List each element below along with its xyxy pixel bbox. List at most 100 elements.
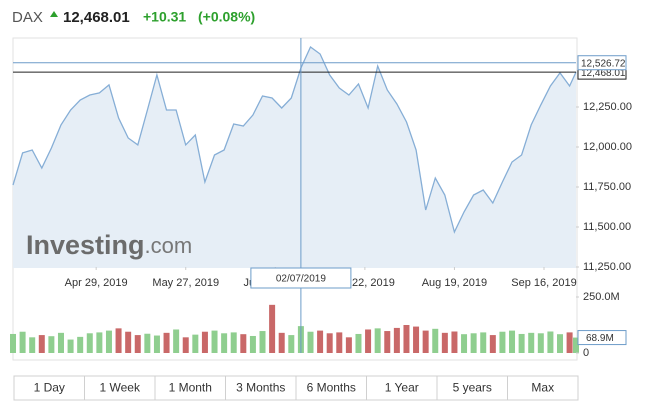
volume-bar bbox=[10, 333, 16, 353]
volume-bar bbox=[557, 334, 564, 353]
volume-bar bbox=[163, 332, 170, 353]
volume-bar bbox=[547, 331, 554, 353]
volume-bar bbox=[134, 335, 141, 353]
x-tick-label: Aug 19, 2019 bbox=[422, 277, 487, 289]
volume-bar bbox=[57, 332, 64, 353]
volume-bar bbox=[48, 336, 55, 353]
volume-bar bbox=[480, 332, 487, 353]
volume-bar bbox=[67, 339, 74, 353]
volume-bar bbox=[317, 330, 324, 353]
volume-bar bbox=[201, 331, 208, 353]
y-tick-label: 11,250.00 bbox=[583, 261, 631, 273]
volume-bar bbox=[192, 334, 199, 353]
y-tick-label: 12,000.00 bbox=[583, 141, 632, 153]
volume-bar bbox=[336, 332, 343, 353]
volume-bar bbox=[288, 335, 295, 353]
volume-bar bbox=[96, 332, 103, 353]
volume-bar bbox=[393, 327, 400, 353]
volume-bar bbox=[86, 333, 93, 353]
area-fill bbox=[13, 47, 576, 268]
y-tick-label: 0 bbox=[583, 347, 589, 359]
range-button[interactable] bbox=[154, 375, 226, 401]
volume-bar bbox=[470, 333, 477, 353]
volume-bar bbox=[461, 334, 468, 353]
volume-bar bbox=[566, 332, 573, 353]
range-button-label[interactable]: 6 Months bbox=[307, 381, 356, 395]
volume-bar bbox=[173, 329, 180, 353]
volume-bar bbox=[307, 331, 314, 353]
range-button-label[interactable]: 3 Months bbox=[236, 381, 285, 395]
x-tick-label: May 27, 2019 bbox=[152, 277, 219, 289]
watermark-bold: Investing bbox=[26, 230, 145, 260]
volume-bar bbox=[528, 332, 535, 353]
range-button-label[interactable]: 1 Day bbox=[34, 381, 65, 395]
range-button-label[interactable]: 1 Year bbox=[385, 381, 419, 395]
watermark-rest: .com bbox=[145, 233, 193, 258]
volume-bar bbox=[278, 332, 285, 353]
range-button[interactable] bbox=[507, 375, 579, 401]
change: +10.31 bbox=[143, 9, 186, 25]
volume-bar bbox=[413, 326, 420, 353]
range-button[interactable] bbox=[436, 375, 508, 401]
volume-bar bbox=[441, 332, 448, 353]
volume-bar bbox=[451, 331, 458, 353]
up-arrow bbox=[50, 11, 58, 17]
x-tick-label: Apr 29, 2019 bbox=[65, 277, 128, 289]
volume-bar bbox=[125, 331, 132, 353]
watermark: Investing.com bbox=[26, 230, 192, 260]
volume-bar bbox=[182, 337, 189, 353]
volume-bar bbox=[518, 333, 525, 353]
volume-bar bbox=[499, 331, 506, 353]
range-button-label[interactable]: 1 Week bbox=[100, 381, 141, 395]
volume-bar bbox=[19, 331, 26, 353]
volume-bar bbox=[365, 329, 372, 353]
symbol: DAX bbox=[12, 9, 43, 26]
range-button-label[interactable]: Max bbox=[531, 381, 554, 395]
volume-bar bbox=[355, 333, 362, 353]
volume-bar bbox=[144, 333, 151, 353]
volume-bar bbox=[422, 330, 429, 353]
range-button[interactable] bbox=[295, 375, 367, 401]
volume-bar bbox=[374, 328, 381, 353]
volume-bar bbox=[153, 335, 160, 353]
range-button-label[interactable]: 1 Month bbox=[169, 381, 212, 395]
volume-bar bbox=[384, 331, 391, 353]
range-button[interactable] bbox=[13, 375, 85, 401]
volume-bar bbox=[105, 330, 112, 353]
range-button-label[interactable]: 5 years bbox=[453, 381, 492, 395]
y-tick-label: 11,500.00 bbox=[583, 221, 631, 233]
volume-bar bbox=[573, 337, 579, 353]
volume-bar bbox=[115, 328, 122, 353]
y-tick-label: 250.0M bbox=[583, 291, 620, 303]
volume-bar bbox=[29, 337, 36, 353]
last-price: 12,468.01 bbox=[63, 9, 130, 26]
change-pct: (+0.08%) bbox=[198, 9, 255, 25]
volume-bar bbox=[77, 336, 84, 353]
y-tick-label: 11,750.00 bbox=[583, 181, 631, 193]
range-button[interactable] bbox=[84, 375, 156, 401]
last-volume-box bbox=[577, 330, 627, 346]
volume-bar bbox=[240, 334, 247, 353]
crosshair-date-box bbox=[250, 267, 352, 289]
volume-bar bbox=[326, 333, 333, 353]
volume-bar bbox=[269, 304, 276, 353]
x-tick-label: Sep 16, 2019 bbox=[511, 277, 576, 289]
crosshair-date-label: 02/07/2019 bbox=[276, 274, 326, 285]
volume-bar bbox=[432, 328, 439, 353]
volume-bar bbox=[345, 337, 352, 353]
volume-bar bbox=[221, 333, 228, 353]
crosshair-price-box bbox=[577, 55, 627, 71]
crosshair-price-label: 12,526.72 bbox=[581, 58, 626, 69]
volume-bar bbox=[230, 332, 237, 353]
y-tick-label: 12,250.00 bbox=[583, 101, 632, 113]
range-button[interactable] bbox=[225, 375, 297, 401]
volume-bar bbox=[211, 330, 218, 353]
volume-bar bbox=[259, 331, 266, 353]
volume-bar bbox=[403, 325, 410, 353]
volume-bar bbox=[249, 335, 256, 353]
volume-bar bbox=[489, 335, 496, 353]
last-volume-label: 68.9M bbox=[586, 333, 614, 344]
price-line bbox=[12, 46, 577, 234]
last-price-label: 12,468.01 bbox=[581, 68, 626, 79]
